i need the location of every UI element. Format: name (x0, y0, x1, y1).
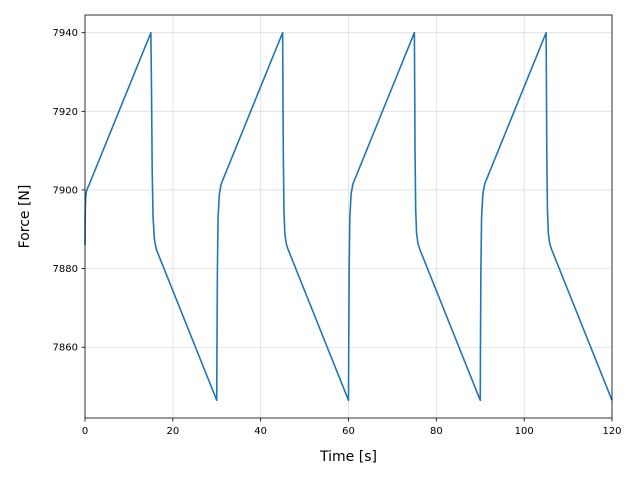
y-axis-label: Force [N] (17, 185, 33, 249)
x-tick-label: 120 (602, 426, 621, 437)
y-tick-label: 7880 (53, 264, 78, 275)
x-axis-label: Time [s] (319, 449, 377, 465)
x-tick-label: 100 (515, 426, 534, 437)
x-tick-label: 60 (342, 426, 355, 437)
x-tick-label: 20 (166, 426, 179, 437)
x-axis-ticks: 0 20 40 60 80 100 120 (82, 418, 622, 437)
x-tick-label: 80 (430, 426, 443, 437)
force-series-line (84, 31, 613, 402)
y-tick-label: 7940 (53, 28, 78, 39)
y-tick-label: 7860 (53, 343, 78, 354)
y-tick-label: 7920 (53, 107, 78, 118)
y-tick-label: 7900 (53, 185, 78, 196)
series-group (84, 31, 613, 402)
y-axis-ticks: 7860 7880 7900 7920 7940 (53, 28, 85, 354)
x-tick-label: 0 (82, 426, 88, 437)
x-tick-label: 40 (254, 426, 267, 437)
